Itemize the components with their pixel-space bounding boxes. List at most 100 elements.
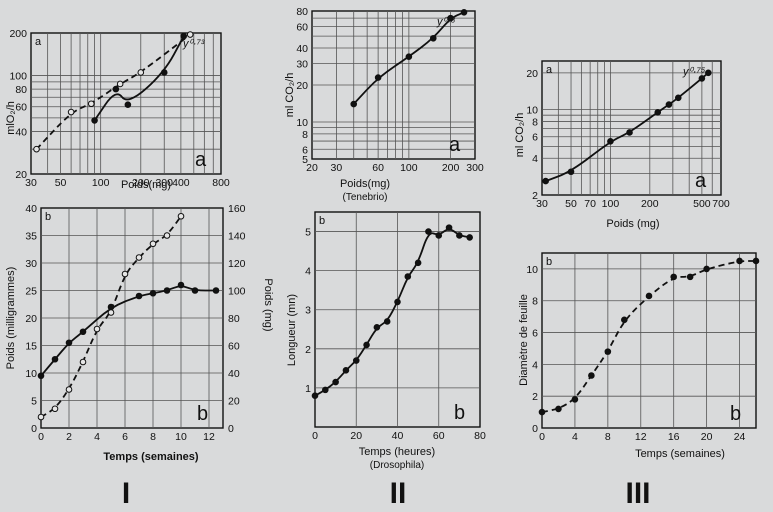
chart-Ia-series-0-point xyxy=(91,117,98,124)
chart-IIIa-series-0-line xyxy=(545,72,709,182)
chart-IIIb-series-0-point xyxy=(604,348,612,355)
chart-IIIa-xtick-label: 70 xyxy=(584,198,596,210)
chart-IIIa-series-0-point xyxy=(705,69,712,77)
chart-Ia-xtick-label: 400 xyxy=(172,177,190,189)
chart-IIIa-corner-letter: a xyxy=(695,170,707,192)
chart-IIIa-series-0-point xyxy=(542,177,549,185)
chart-IIIa-xtick-label: 200 xyxy=(641,198,659,210)
chart-IIIb-corner-letter: b xyxy=(730,403,741,425)
chart-IIb-series-0-point xyxy=(342,367,350,374)
chart-Ia-ytick-label: 40 xyxy=(15,127,27,139)
chart-Ia-series-1-line xyxy=(35,33,192,150)
chart-Ib-series-1-point xyxy=(135,254,143,261)
chart-Ib-series-1-point xyxy=(121,270,129,278)
panel-Ib: Temps (semaines) Poids (milligrammes) Po… xyxy=(5,267,274,463)
chart-Ib-series-0-point xyxy=(135,292,143,300)
chart-IIb-panel-letter: b xyxy=(319,215,325,227)
chart-IIb-series-0-point xyxy=(352,357,360,364)
chart-IIa-series-0-point xyxy=(350,100,358,108)
chart-IIIb-xtick-label: 4 xyxy=(572,431,578,443)
chart-IIIa-series-0-point xyxy=(665,101,673,108)
chart-IIIb-series-0-point xyxy=(621,316,628,324)
chart-IIb-series-0-point xyxy=(363,341,370,349)
chart-Ib-xtick-label: 4 xyxy=(94,431,100,443)
chart-IIIa: 30 50 70 100 200 500 700 2 4 6 810 20 a a y⁰·⁷⁵ xyxy=(526,60,730,210)
chart-Ib-series-0-line xyxy=(40,285,216,377)
chart-IIIb-series-0-point xyxy=(752,257,760,265)
chart-IIIa-xtick-label: 500 xyxy=(693,198,711,210)
chart-IIb-series-0-point xyxy=(466,234,473,241)
chart-IIb-series-0-point xyxy=(435,232,443,239)
chart-Ia-series-1-point xyxy=(33,145,40,153)
chart-IIb-series-0-point xyxy=(322,386,329,394)
chart-Ia-series-1-point xyxy=(67,108,75,116)
chart-IIIa-xtick-label: 100 xyxy=(602,198,620,210)
chart-IIb-series-0-point xyxy=(456,232,463,239)
chart-IIIb-xtick-label: 8 xyxy=(605,431,611,443)
chart-Ia-frame xyxy=(30,32,222,175)
chart-IIIa-ytick-label: 20 xyxy=(526,68,538,80)
chart-IIa-xtick-label: 100 xyxy=(400,162,418,174)
chart-IIIb-frame xyxy=(541,252,757,429)
chart-Ib-series-0-point xyxy=(191,287,199,294)
chart-IIb-series-0-point xyxy=(394,298,401,306)
panel-IIIa-ylabel: ml CO₂/h xyxy=(514,113,526,158)
chart-Ib-series-0-point xyxy=(149,289,157,297)
chart-IIa-ytick-label: 10 xyxy=(296,117,308,129)
chart-Ib-xtick-label: 10 xyxy=(175,431,187,443)
chart-Ib-ytick-label: 25 xyxy=(25,286,37,298)
chart-IIa-xtick-label: 30 xyxy=(331,162,343,174)
chart-Ib-series-1-point xyxy=(79,358,87,366)
chart-Ib-series-1-line xyxy=(40,215,182,418)
chart-IIIa-xtick-label: 700 xyxy=(712,198,730,210)
chart-Ia: 30 50 100 200 300 400 800 20 40 60 80 100 200 a a y⁰·⁷³ xyxy=(9,28,229,189)
chart-IIIa-frame xyxy=(541,60,722,196)
chart-IIa-ytick-label: 20 xyxy=(296,80,308,92)
chart-IIb-ytick-label: 1 xyxy=(305,383,311,395)
chart-Ib-ytick-label: 30 xyxy=(25,258,37,270)
chart-IIa-ytick-label: 5 xyxy=(302,154,308,166)
chart-IIIb-series-0-point xyxy=(538,408,546,416)
chart-Ia-xtick-label: 200 xyxy=(132,177,150,189)
chart-IIIa-xtick-label: 30 xyxy=(536,198,548,210)
chart-Ia-panel-letter: a xyxy=(35,36,42,48)
chart-IIa-ytick-label: 6 xyxy=(302,144,308,156)
chart-Ib-ytick-right-label: 60 xyxy=(228,341,240,353)
chart-IIIa-series-0-point xyxy=(567,168,575,176)
chart-Ib-series-1-point xyxy=(65,386,73,393)
chart-Ib-panel-letter: b xyxy=(45,211,51,223)
panel-IIIa-xlabel: Poids (mg) xyxy=(606,218,659,230)
chart-IIIa-xtick-label: 50 xyxy=(565,198,577,210)
panel-IIb-xlabel: Temps (heures) xyxy=(359,446,435,458)
chart-IIIa-ytick-label: 4 xyxy=(532,153,538,165)
chart-Ia-series-0-point xyxy=(124,101,132,109)
panel-IIa-ylabel: ml CO₂/h xyxy=(284,73,296,118)
chart-Ib-ytick-right-label: 140 xyxy=(228,231,246,243)
panel-IIb-xlabel2: (Drosophila) xyxy=(370,460,424,471)
chart-IIa-ytick-label: 80 xyxy=(296,6,308,18)
panel-IIb-ylabel: Longueur (mn) xyxy=(286,294,298,366)
chart-Ib-series-0-point xyxy=(212,287,220,294)
chart-Ia-xtick-label: 300 xyxy=(155,177,173,189)
chart-Ib-series-0-point xyxy=(65,339,73,347)
chart-IIIa-ytick-label: 10 xyxy=(526,105,538,117)
chart-IIIa-annotation: y⁰·⁷⁵ xyxy=(682,66,706,78)
chart-Ib-series-1-point xyxy=(51,405,59,413)
chart-Ib-ytick-right-label: 40 xyxy=(228,368,240,380)
chart-Ia-series-0-line xyxy=(93,35,185,121)
chart-Ib-ytick-label: 40 xyxy=(25,203,37,215)
chart-Ib-ytick-label: 35 xyxy=(25,231,37,243)
chart-Ib-ytick-label: 0 xyxy=(31,423,37,435)
chart-Ib-xtick-label: 12 xyxy=(203,431,215,443)
chart-IIb-ytick-label: 5 xyxy=(305,227,311,239)
chart-IIb-ytick-label: 4 xyxy=(305,266,311,278)
chart-Ia-xtick-label: 30 xyxy=(25,177,37,189)
chart-IIb-series-0-point xyxy=(383,318,391,325)
chart-Ib-series-1-point xyxy=(93,325,101,333)
chart-Ib-ytick-right-label: 0 xyxy=(228,423,234,435)
chart-IIb-corner-letter: b xyxy=(454,402,465,424)
panel-IIb: Temps (heures) (Drosophila) Longueur (mn… xyxy=(286,294,435,471)
